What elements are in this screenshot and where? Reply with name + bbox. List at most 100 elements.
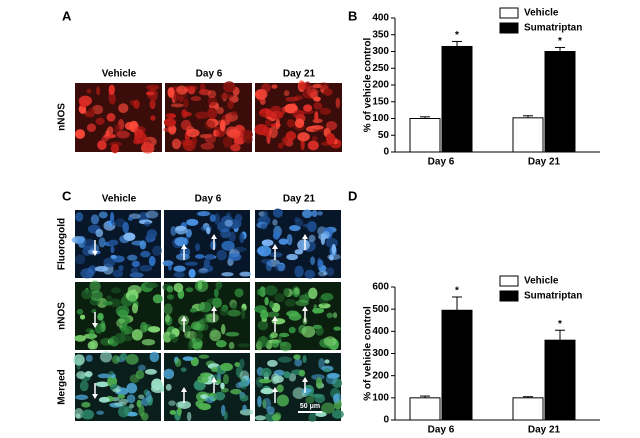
cell — [195, 243, 201, 252]
cell — [120, 330, 126, 343]
y-axis-label: % of vehicle control — [363, 306, 374, 401]
legend-label: Vehicle — [524, 8, 559, 19]
micrograph — [255, 208, 341, 279]
cell — [318, 233, 328, 241]
cell — [264, 296, 269, 306]
arrow-head — [92, 323, 98, 328]
cell — [294, 358, 303, 367]
arrow-head — [181, 316, 187, 321]
cell — [318, 259, 324, 268]
bar — [512, 397, 544, 421]
cell — [95, 381, 110, 388]
cell — [75, 129, 86, 139]
cell — [119, 352, 128, 361]
cell — [222, 136, 233, 149]
cell — [79, 314, 86, 320]
cell — [297, 239, 310, 251]
arrow-head — [302, 234, 308, 239]
cell — [183, 111, 192, 117]
cell — [173, 265, 186, 272]
cell — [298, 369, 306, 377]
cell — [108, 92, 116, 105]
cell — [116, 130, 130, 139]
cell — [303, 104, 313, 112]
cell — [278, 238, 289, 245]
cell — [97, 373, 112, 379]
arrow-head — [272, 316, 278, 321]
cell — [167, 262, 172, 271]
cell — [212, 297, 222, 309]
cell — [141, 141, 154, 152]
cell — [98, 396, 110, 403]
cell — [242, 135, 253, 144]
cell — [144, 221, 151, 227]
cell — [317, 211, 323, 216]
cell — [183, 98, 189, 109]
cell — [271, 84, 278, 89]
cell — [286, 233, 293, 246]
cell — [234, 213, 243, 223]
cell — [74, 335, 86, 342]
cell — [129, 272, 144, 278]
cell — [80, 110, 88, 115]
bar — [512, 117, 544, 153]
x-tick-label: Day 21 — [528, 425, 561, 436]
cell — [108, 370, 115, 376]
y-tick-label: 300 — [372, 46, 389, 57]
cell — [227, 100, 234, 110]
cell — [281, 135, 293, 146]
cell — [111, 287, 121, 294]
cell — [219, 120, 226, 132]
cell — [137, 364, 146, 371]
cell — [84, 371, 93, 378]
cell — [297, 132, 310, 142]
cell — [135, 369, 145, 380]
cell — [314, 111, 319, 123]
cell — [223, 81, 236, 93]
cell — [264, 285, 278, 296]
y-axis-label: % of vehicle control — [363, 38, 374, 133]
cell — [242, 404, 247, 412]
cell — [127, 254, 138, 261]
cell — [126, 394, 136, 404]
cell — [133, 99, 140, 109]
cell — [129, 403, 135, 409]
arrow-head — [272, 244, 278, 249]
cell — [146, 229, 158, 238]
cell — [254, 89, 268, 100]
cell — [220, 228, 231, 239]
cell — [326, 312, 333, 319]
cell — [126, 382, 138, 394]
y-tick-label: 0 — [383, 415, 389, 426]
cell — [332, 393, 340, 403]
cell — [256, 288, 263, 296]
cell — [110, 143, 120, 154]
cell — [118, 265, 124, 271]
cell — [313, 102, 323, 110]
cell — [323, 88, 333, 96]
cell — [76, 371, 86, 380]
cell — [174, 236, 188, 247]
cell — [151, 95, 158, 101]
cell — [230, 388, 242, 395]
cell — [285, 96, 299, 102]
cell — [206, 313, 219, 323]
cell — [239, 408, 254, 416]
cell — [81, 409, 95, 420]
cell — [325, 237, 338, 248]
cell — [205, 395, 215, 404]
cell — [106, 295, 112, 300]
cell — [180, 367, 187, 372]
cell — [260, 387, 274, 395]
cell — [205, 253, 215, 261]
cell — [182, 356, 194, 361]
micrograph — [254, 353, 344, 423]
micrograph — [254, 282, 341, 352]
cell — [75, 212, 84, 222]
arrow-head — [302, 306, 308, 311]
bar — [544, 339, 576, 421]
cell — [175, 225, 186, 231]
cell — [272, 231, 280, 240]
cell — [302, 388, 312, 393]
cell — [149, 351, 160, 363]
